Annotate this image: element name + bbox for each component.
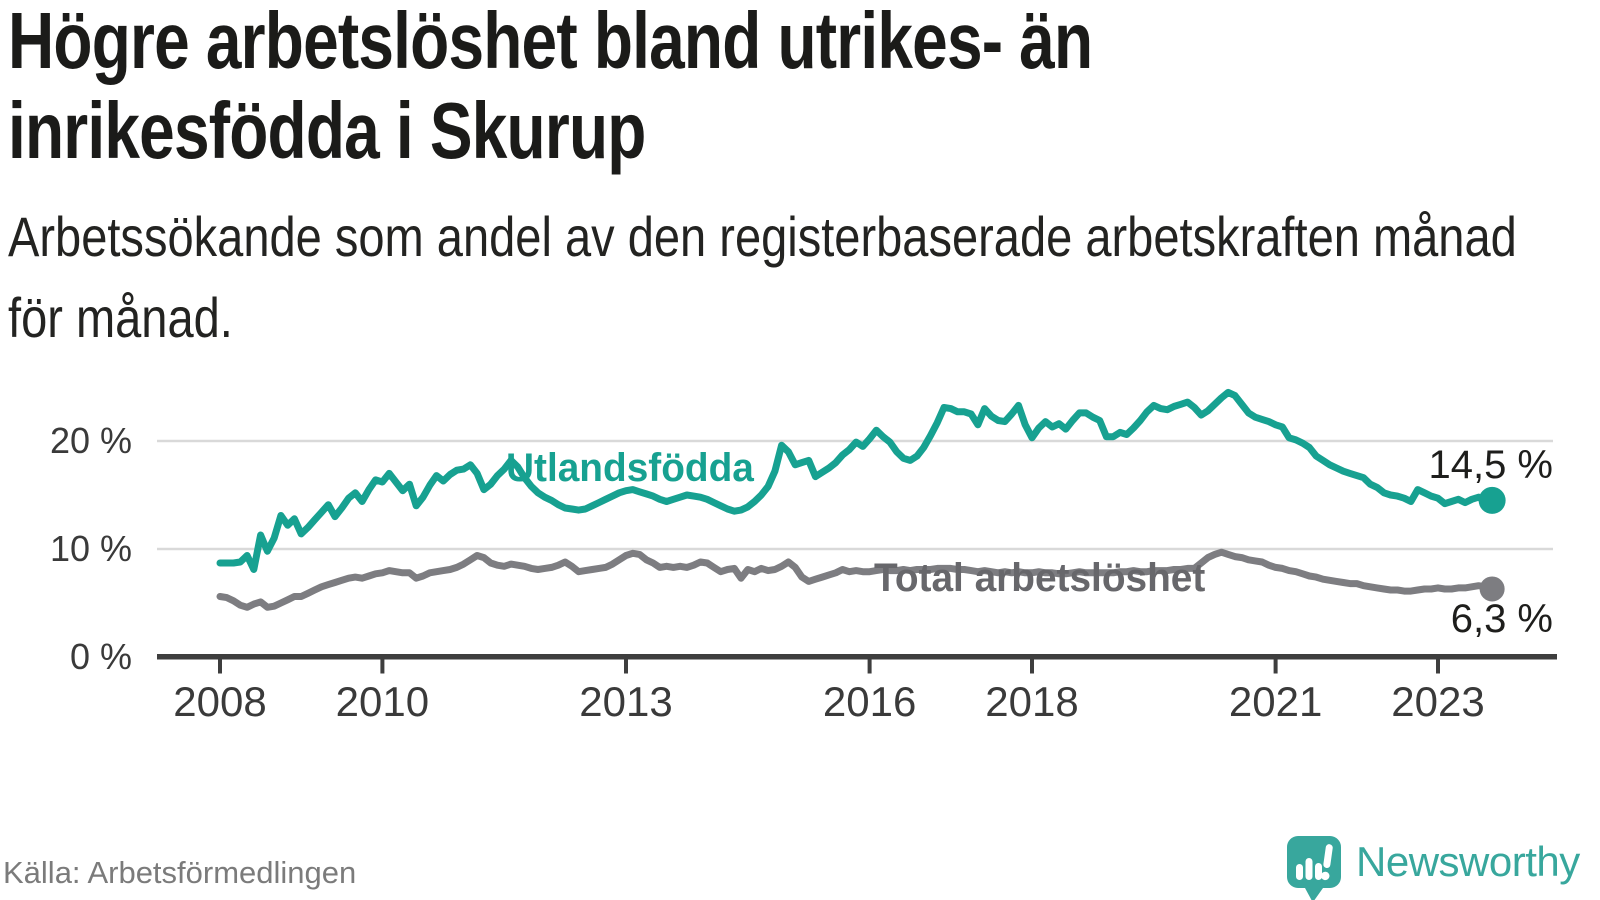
x-tick-label-2021: 2021 <box>1228 678 1323 725</box>
chart-subtitle: Arbetssökande som andel av den registerb… <box>8 196 1517 358</box>
series-label-total-arbetsloshet: Total arbetslöshet <box>874 556 1206 600</box>
x-tick-label-2023: 2023 <box>1391 678 1485 725</box>
y-tick-label-20: 20 % <box>49 420 132 461</box>
series-line-total <box>216 548 1496 611</box>
x-tick-label-2016: 2016 <box>822 678 917 725</box>
x-axis-line <box>157 654 1557 660</box>
x-axis-tick-2008 <box>218 659 222 674</box>
y-tick-label-0: 0 % <box>69 636 132 677</box>
series-line-utlandsfodda <box>216 388 1496 573</box>
newsworthy-wordmark: Newsworthy <box>1356 838 1580 885</box>
series-end-dot-utlandsfodda <box>1478 486 1506 514</box>
title-line-1: Högre arbetslöshet bland utrikes- än <box>8 0 1093 85</box>
x-tick-label-2018: 2018 <box>985 678 1079 725</box>
newsworthy-brand: Newsworthy <box>1286 836 1580 900</box>
x-axis-tick-2013 <box>624 659 628 674</box>
x-axis-tick-2010 <box>380 659 385 674</box>
x-tick-label-2013: 2013 <box>579 678 673 725</box>
end-value-label-total: 6,3 % <box>1450 597 1553 641</box>
x-axis-tick-2021 <box>1273 659 1278 674</box>
end-value-label-utlandsfodda: 14,5 % <box>1428 443 1553 487</box>
newsworthy-logo-icon <box>1286 835 1342 900</box>
title-line-2: inrikesfödda i Skurup <box>8 86 646 175</box>
subtitle-line-2: för månad. <box>8 286 233 349</box>
subtitle-line-1: Arbetssökande som andel av den registerb… <box>8 205 1517 268</box>
x-tick-label-2008: 2008 <box>173 678 267 725</box>
x-axis-tick-2023 <box>1436 659 1440 674</box>
page-title: Högre arbetslöshet bland utrikes- än inr… <box>8 0 1256 176</box>
x-axis-tick-2016 <box>867 659 872 674</box>
series-end-dot-total <box>1479 576 1505 602</box>
x-tick-label-2010: 2010 <box>335 678 430 725</box>
source-note: Källa: Arbetsförmedlingen <box>3 855 357 890</box>
x-axis-tick-2018 <box>1030 659 1034 674</box>
y-tick-label-10: 10 % <box>49 528 132 569</box>
series-label-utlandsfodda: Utlandsfödda <box>506 446 754 490</box>
